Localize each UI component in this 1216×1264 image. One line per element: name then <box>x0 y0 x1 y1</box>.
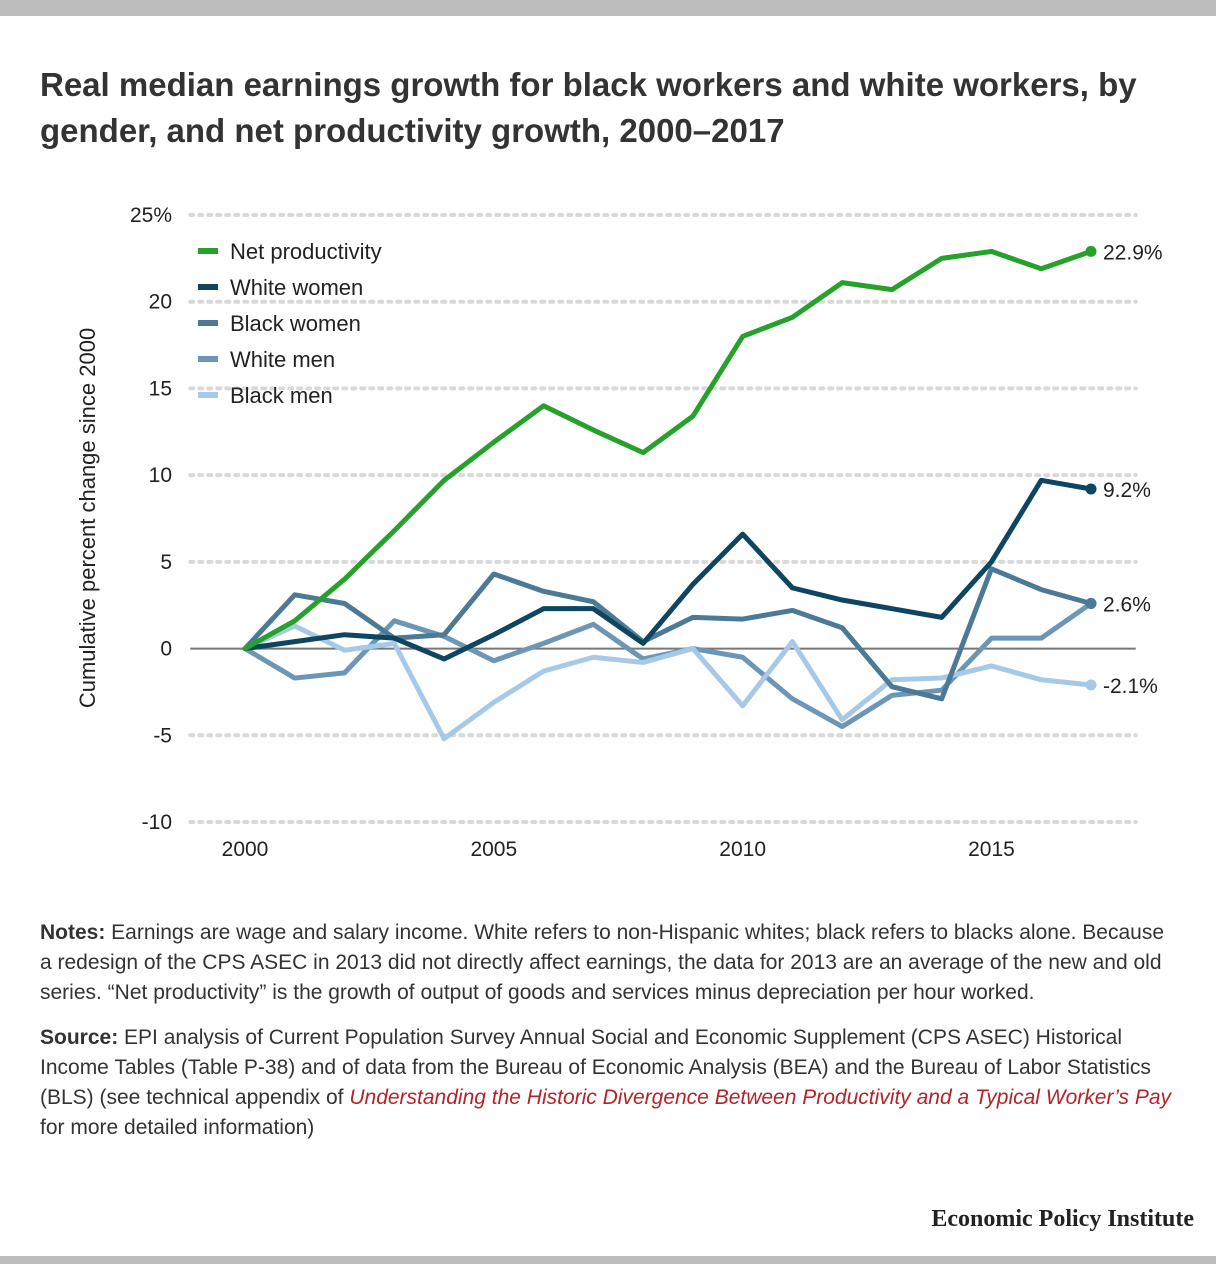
top-border <box>0 0 1216 16</box>
y-tick-label: 10 <box>149 464 172 487</box>
x-tick-label: 2005 <box>470 838 517 861</box>
series-line <box>242 248 1094 652</box>
source-report-link[interactable]: Understanding the Historic Divergence Be… <box>349 1086 1172 1109</box>
end-labels: -2.1% 2.6% 9.2% 22.9% <box>1103 241 1163 698</box>
y-tick-label: 0 <box>160 638 172 661</box>
end-point-marker <box>1085 597 1097 609</box>
source-text: EPI analysis of Current Population Surve… <box>40 1026 1151 1109</box>
end-point-marker <box>1085 679 1097 691</box>
series-lines <box>242 245 1097 742</box>
gridlines <box>188 213 1138 824</box>
source-paragraph: Source: EPI analysis of Current Populati… <box>40 1023 1180 1143</box>
end-point-marker <box>1085 483 1097 495</box>
y-axis-ticks: 25% 20 15 10 5 0 -5 -10 <box>130 204 172 834</box>
legend-label: White women <box>230 275 363 300</box>
series-line <box>242 566 1094 702</box>
source-text-end: for more detailed information) <box>40 1116 315 1139</box>
y-tick-label: -10 <box>142 811 172 834</box>
legend-label: Black women <box>230 311 361 336</box>
legend-label: Net productivity <box>230 239 382 264</box>
y-tick-label: -5 <box>153 724 172 747</box>
y-axis-label: Cumulative percent change since 2000 <box>75 328 100 708</box>
end-value-label: 9.2% <box>1103 479 1151 502</box>
chart-title: Real median earnings growth for black wo… <box>40 66 1137 149</box>
y-tick-label: 20 <box>149 291 172 314</box>
end-point-marker <box>1085 245 1097 257</box>
end-value-label: 22.9% <box>1103 241 1163 264</box>
y-tick-label: 15 <box>149 377 172 400</box>
legend: Net productivity White women Black women Wh… <box>198 239 382 408</box>
notes-label: Notes: <box>40 921 106 944</box>
x-tick-label: 2000 <box>222 838 269 861</box>
y-tick-label: 5 <box>160 551 172 574</box>
x-tick-label: 2015 <box>968 838 1015 861</box>
x-tick-label: 2010 <box>719 838 766 861</box>
x-axis-ticks: 2000 2005 2010 2015 <box>222 838 1015 861</box>
notes-text: Earnings are wage and salary income. Whi… <box>40 921 1165 1004</box>
epi-logo: Economic Policy Institute <box>931 1206 1194 1232</box>
end-value-label: -2.1% <box>1103 675 1158 698</box>
y-tick-label: 25% <box>130 204 172 227</box>
source-label: Source: <box>40 1026 119 1049</box>
notes-paragraph: Notes: Earnings are wage and salary inco… <box>40 918 1180 1008</box>
bottom-border <box>0 1256 1216 1264</box>
legend-label: Black men <box>230 383 333 408</box>
notes-block: Notes: Earnings are wage and salary inco… <box>40 918 1180 1158</box>
end-value-label: 2.6% <box>1103 593 1151 616</box>
legend-label: White men <box>230 347 335 372</box>
series-line <box>242 477 1094 662</box>
